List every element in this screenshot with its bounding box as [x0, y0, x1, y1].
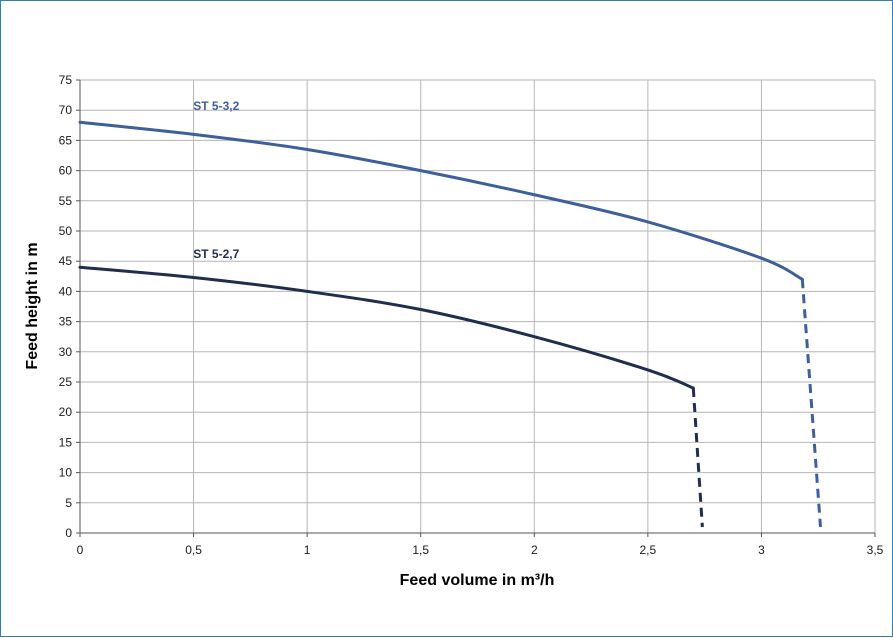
y-tick-label: 0 — [65, 526, 72, 540]
y-tick-labels: 0 5 10 15 20 25 30 35 40 45 50 55 60 65 70 75 — [59, 73, 73, 540]
x-tick-label: 3 — [758, 543, 765, 557]
y-tick-label: 60 — [59, 164, 73, 178]
y-tick-label: 50 — [59, 224, 73, 238]
y-tick-label: 20 — [59, 405, 73, 419]
series-line-st-5-2-7 — [78, 265, 695, 390]
x-tick-label: 1 — [304, 543, 311, 557]
y-tick-label: 55 — [59, 194, 73, 208]
y-axis-title: Feed height in m — [24, 242, 41, 369]
y-tick-label: 35 — [59, 315, 73, 329]
x-tick-label: 3,5 — [867, 543, 884, 557]
y-tick-label: 10 — [59, 466, 73, 480]
y-tick-label: 25 — [59, 375, 73, 389]
x-tick-label: 1,5 — [412, 543, 429, 557]
y-tick-label: 5 — [65, 496, 72, 510]
series-line-st-5-3-2 — [78, 120, 804, 281]
x-tick-label: 0 — [77, 543, 84, 557]
x-tick-label: 2,5 — [640, 543, 657, 557]
x-tick-label: 0,5 — [185, 543, 202, 557]
x-tick-labels: 0 0,5 1 1,5 2 2,5 3 3,5 — [77, 543, 884, 557]
y-tick-label: 40 — [59, 284, 73, 298]
x-axis-title: Feed volume in m³/h — [400, 572, 555, 589]
y-tick-label: 15 — [59, 435, 73, 449]
series-curves — [78, 120, 822, 528]
y-tick-label: 45 — [59, 254, 73, 268]
grid-lines — [76, 79, 876, 537]
series-label-st-5-3-2: ST 5-3,2 — [193, 99, 239, 113]
y-tick-label: 30 — [59, 345, 73, 359]
series-labels: ST 5-3,2 ST 5-2,7 — [193, 99, 239, 261]
y-tick-label: 70 — [59, 103, 73, 117]
x-tick-label: 2 — [531, 543, 538, 557]
y-tick-label: 75 — [59, 73, 73, 87]
series-label-st-5-2-7: ST 5-2,7 — [193, 247, 239, 261]
series-dashed-st-5-2-7 — [691, 387, 704, 528]
series-dashed-st-5-3-2 — [800, 279, 822, 528]
plot-area — [80, 80, 875, 533]
y-tick-label: 65 — [59, 133, 73, 147]
